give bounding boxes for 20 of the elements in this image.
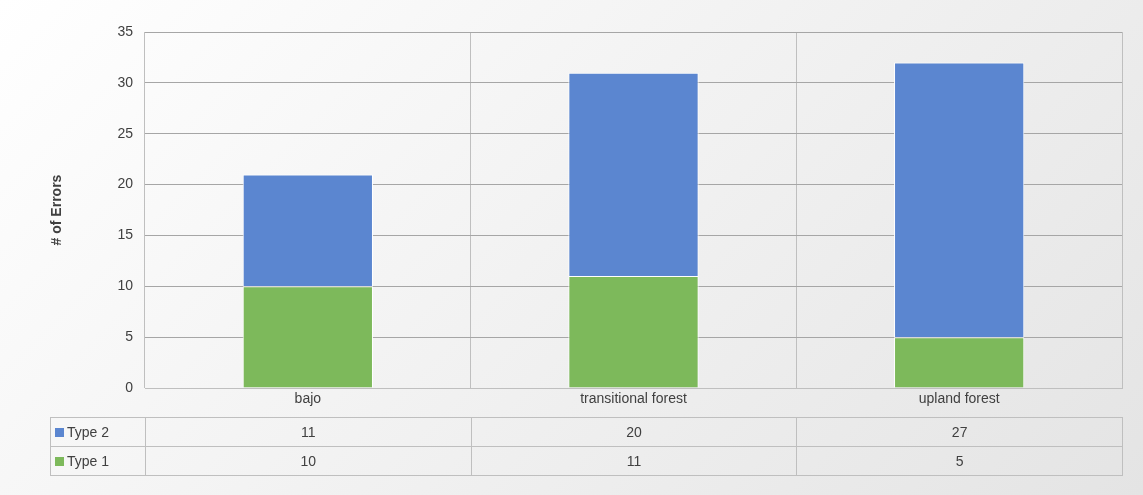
y-tick-label: 10 — [117, 277, 134, 294]
legend-label: Type 2 — [67, 424, 110, 440]
y-tick-label: 25 — [117, 124, 134, 141]
legend-label: Type 1 — [67, 453, 110, 469]
y-tick-label: 20 — [117, 175, 134, 192]
y-tick-label: 35 — [117, 22, 134, 39]
data-label: 27 — [796, 417, 1123, 447]
data-label: 11 — [145, 417, 472, 447]
y-tick-label: 30 — [117, 73, 134, 90]
y-tick-label: 5 — [125, 328, 134, 344]
data-label: 11 — [471, 446, 797, 476]
y-tick-label: 0 — [125, 378, 134, 395]
y-tick-label: 15 — [117, 226, 134, 243]
x-tick-label: bajo — [294, 390, 322, 407]
data-label: 5 — [796, 446, 1123, 476]
x-tick-label: upland forest — [918, 390, 1000, 407]
y-axis-title: # of Errors — [48, 174, 65, 246]
data-label: 10 — [145, 446, 472, 476]
data-label: 20 — [471, 417, 797, 447]
x-tick-label: transitional forest — [580, 390, 687, 407]
